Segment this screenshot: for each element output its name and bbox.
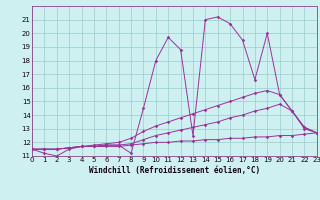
X-axis label: Windchill (Refroidissement éolien,°C): Windchill (Refroidissement éolien,°C)	[89, 166, 260, 175]
